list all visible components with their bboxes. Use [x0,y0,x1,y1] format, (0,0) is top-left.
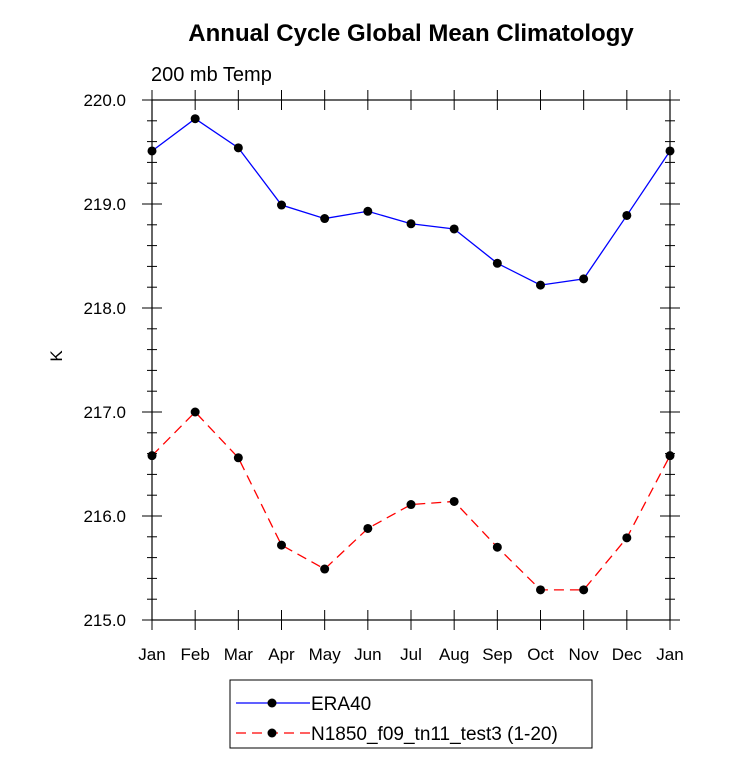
x-tick-label: Dec [612,645,643,664]
data-point [190,407,200,417]
x-tick-label: Mar [224,645,254,664]
plot-frame [151,99,671,621]
data-point [449,496,459,506]
x-tick-label: Sep [482,645,512,664]
data-point [190,114,200,124]
data-point [665,146,675,156]
legend-label: ERA40 [311,694,371,715]
data-point [277,200,286,210]
x-tick-label: Jan [656,645,683,664]
data-point [277,540,286,550]
data-point [449,224,459,234]
x-tick-label: Apr [268,645,295,664]
data-point [406,500,416,510]
x-tick-label: Jun [354,645,381,664]
data-point [363,206,373,216]
legend-label: N1850_f09_tn11_test3 (1-20) [311,724,558,745]
x-tick-label: Feb [181,645,210,664]
y-tick-label: 216.0 [83,507,126,526]
x-tick-label: Oct [527,645,554,664]
data-point [320,564,330,574]
legend: ERA40 N1850_f09_tn11_test3 (1-20) [229,679,593,749]
legend-marker [267,728,277,738]
data-point [536,280,545,290]
data-point [233,143,243,153]
legend-marker [267,698,277,708]
data-point [622,210,632,220]
y-tick-label: 220.0 [83,91,126,110]
y-tick-label: 217.0 [83,403,126,422]
series-line-0 [151,117,671,286]
x-tick-label: Jul [400,645,422,664]
data-point [147,451,157,461]
data-point [406,219,416,229]
legend-box [229,679,593,749]
data-point [492,258,502,268]
data-point [320,214,330,224]
data-point [579,274,589,284]
chart-subtitle: 200 mb Temp [151,64,272,86]
x-tick-label: Jan [138,645,165,664]
data-point [536,585,545,595]
y-axis-label: K [47,350,66,362]
data-point [665,451,675,461]
data-point [363,523,373,533]
x-tick-label: Nov [569,645,600,664]
x-tick-label: Aug [439,645,469,664]
y-tick-label: 215.0 [83,611,126,630]
data-point [233,453,243,463]
chart-title: Annual Cycle Global Mean Climatology [188,20,634,47]
data-point [579,585,589,595]
data-point [492,542,502,552]
data-point [622,533,632,543]
data-point [147,146,157,156]
y-tick-label: 219.0 [83,195,126,214]
x-tick-label: May [309,645,342,664]
y-tick-label: 218.0 [83,299,126,318]
